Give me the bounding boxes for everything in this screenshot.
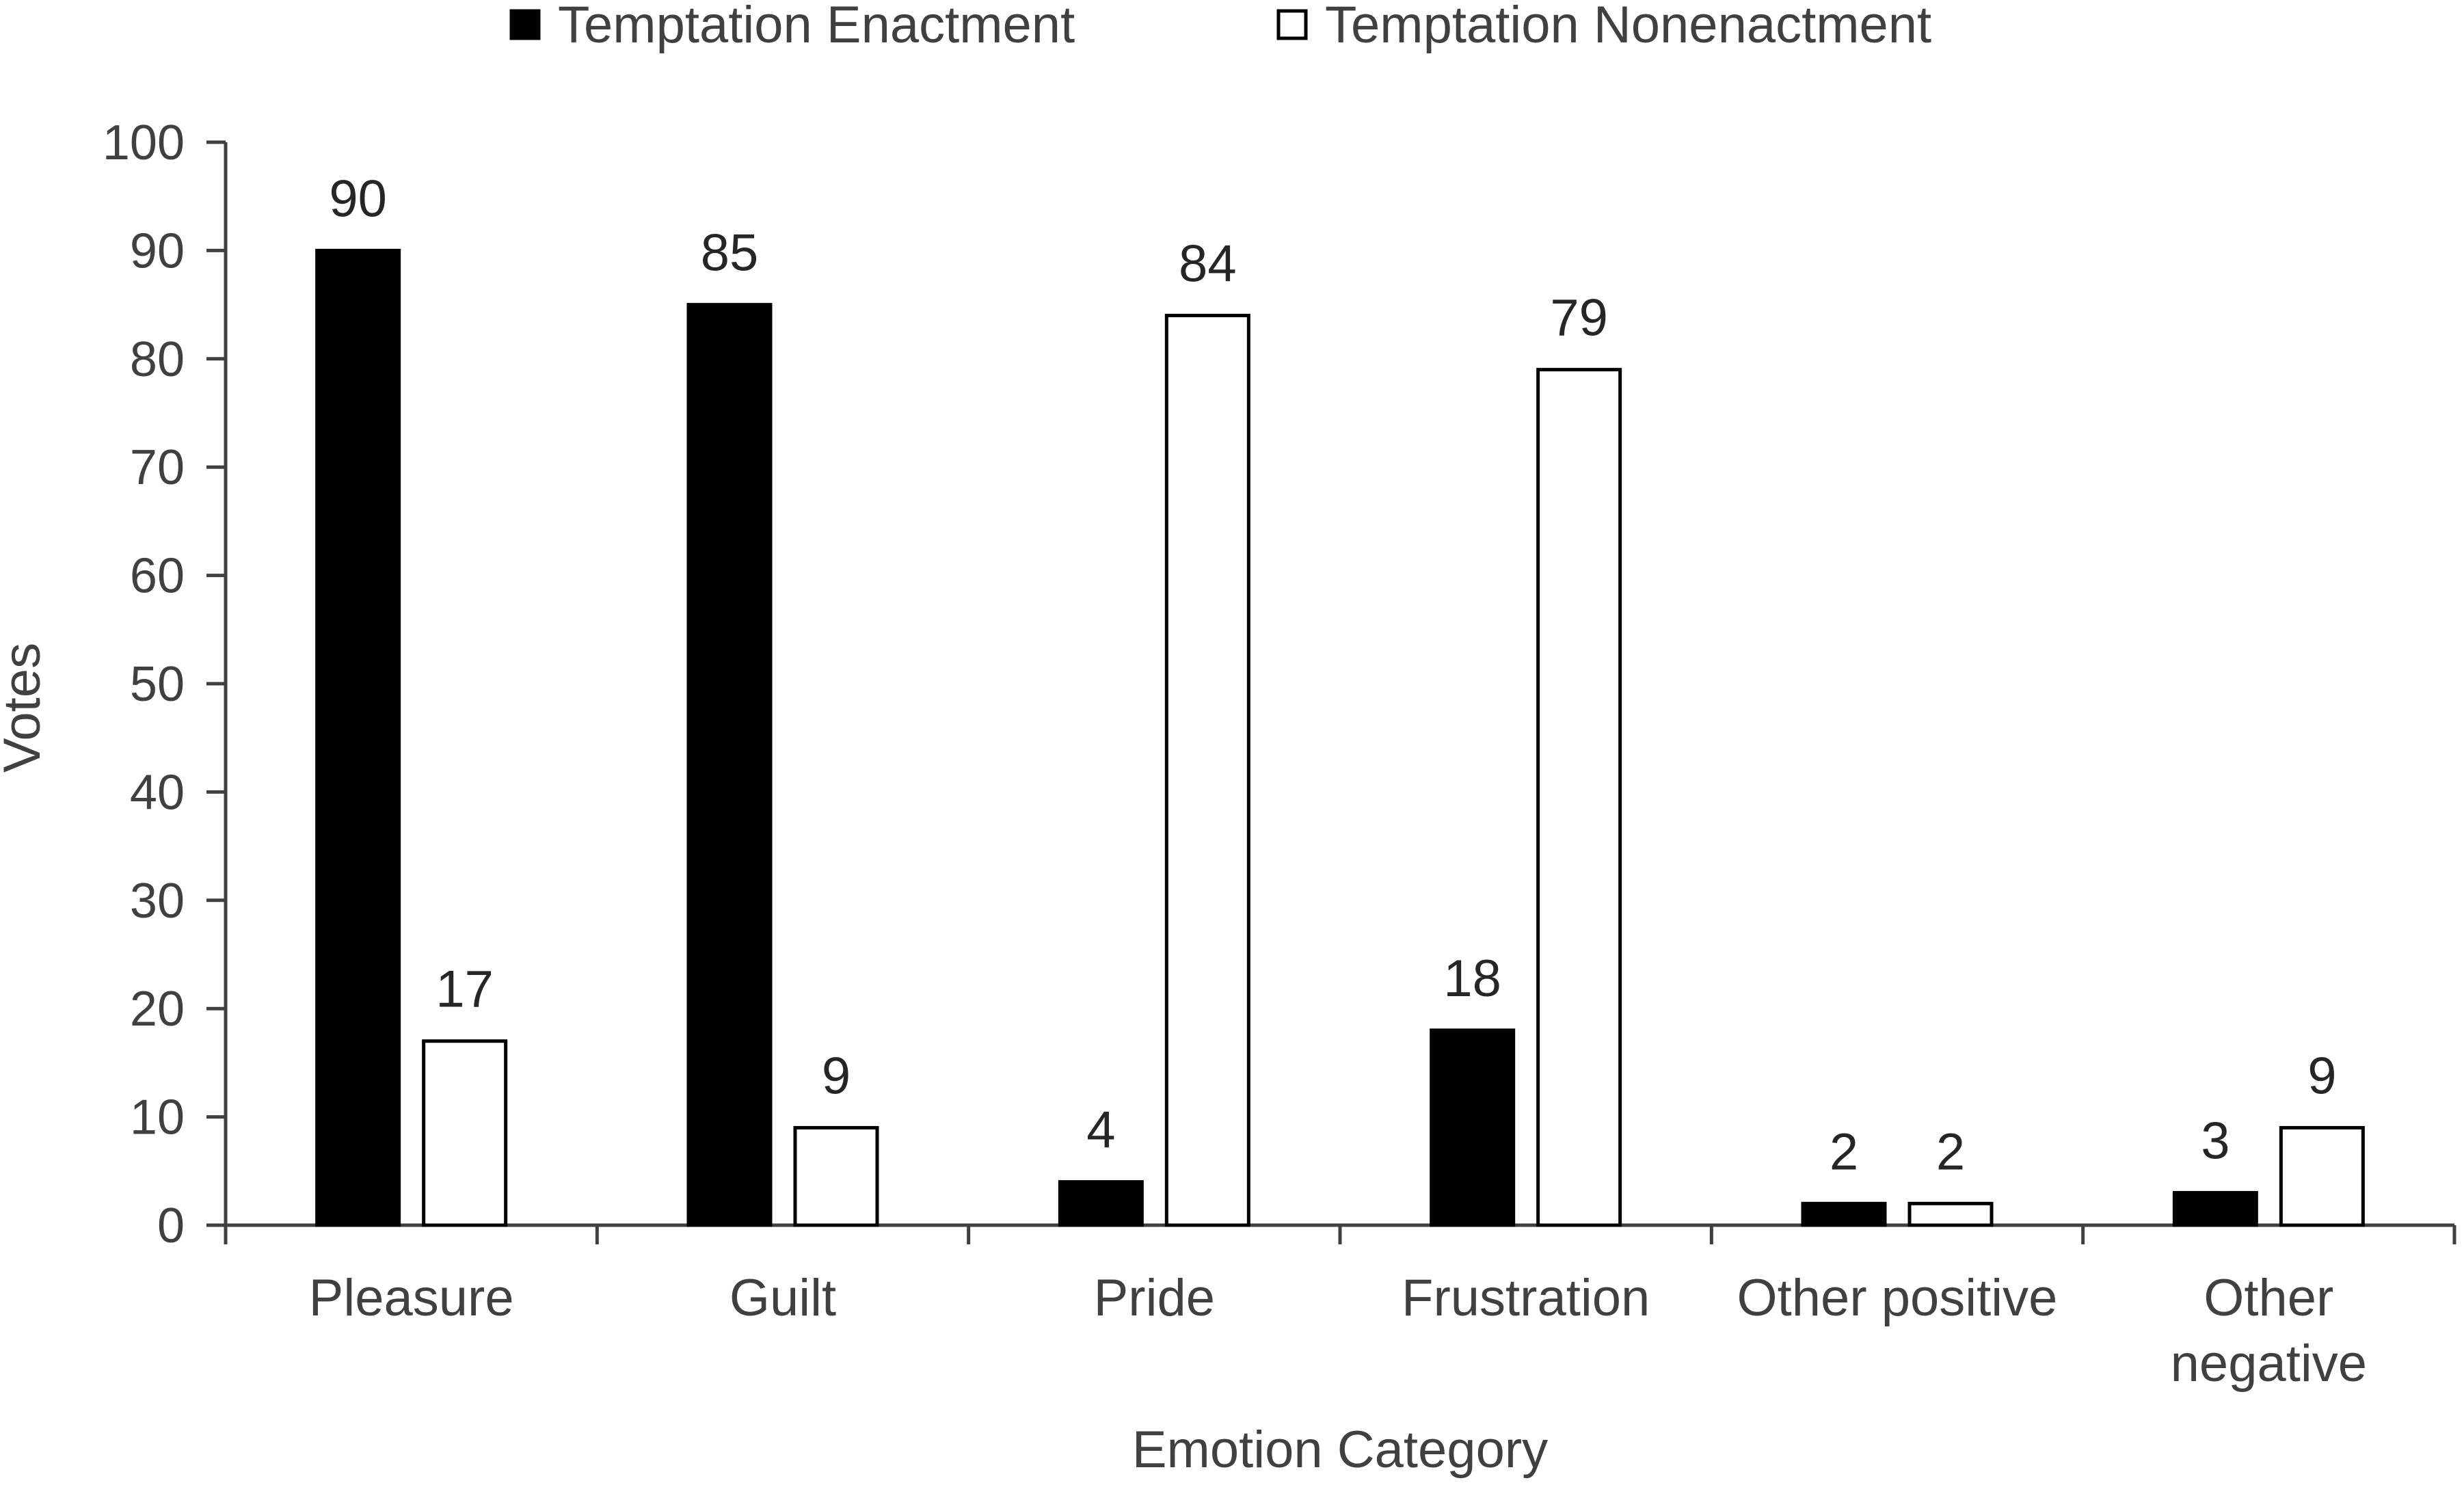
data-label: 9 (2307, 1047, 2336, 1105)
bar-nonenactment (422, 1039, 508, 1227)
bar-enactment (2172, 1190, 2258, 1227)
bar-enactment (1430, 1028, 1516, 1227)
data-label: 85 (701, 224, 759, 282)
y-tick-label: 60 (130, 549, 185, 604)
x-tick-label: Guilt (729, 1269, 836, 1327)
data-label: 79 (1550, 289, 1608, 347)
y-axis: 0 10 20 30 40 50 60 70 80 90 100 (103, 116, 228, 1253)
bar-nonenactment (1536, 368, 1622, 1227)
bar-nonenactment (2279, 1125, 2365, 1227)
y-tick-label: 0 (157, 1199, 185, 1253)
x-tick-label: Other (2204, 1269, 2333, 1327)
x-tick-label: Frustration (1402, 1269, 1650, 1327)
x-tick-label: Pride (1094, 1269, 1215, 1327)
data-label: 9 (822, 1047, 851, 1105)
data-label: 84 (1179, 235, 1237, 293)
bar-nonenactment (1164, 313, 1250, 1227)
x-tick-label: Pleasure (309, 1269, 514, 1327)
y-tick-label: 50 (130, 657, 185, 712)
y-tick-label: 90 (130, 224, 185, 278)
y-tick-label: 30 (130, 874, 185, 928)
y-tick-label: 80 (130, 332, 185, 387)
x-axis: Pleasure Guilt Pride Frustration Other posit… (224, 1223, 2456, 1393)
x-tick-label: negative (2171, 1335, 2367, 1393)
legend-swatch (509, 9, 541, 40)
data-label: 2 (1936, 1123, 1965, 1181)
data-labels: 90 17 85 9 4 84 18 79 2 2 3 9 (329, 170, 2336, 1181)
data-label: 2 (1830, 1123, 1858, 1181)
y-tick-label: 40 (130, 765, 185, 820)
data-label: 3 (2201, 1112, 2229, 1170)
x-axis-title: Emotion Category (1132, 1421, 1548, 1479)
y-tick-label: 70 (130, 440, 185, 495)
y-tick-label: 20 (130, 982, 185, 1036)
bar-enactment (1058, 1180, 1144, 1227)
bar-nonenactment (1907, 1201, 1994, 1227)
bar-enactment (315, 248, 401, 1227)
data-label: 4 (1086, 1101, 1115, 1160)
data-label: 17 (436, 961, 494, 1019)
bar-enactment (686, 303, 773, 1227)
y-tick-label: 100 (103, 116, 185, 170)
y-tick-label: 10 (130, 1091, 185, 1145)
bars (315, 248, 2365, 1227)
x-tick-label: Other positive (1737, 1269, 2058, 1327)
legend: Temptation Enactment Temptation Nonenactm… (509, 0, 1931, 54)
data-label: 90 (329, 170, 387, 228)
legend-label: Temptation Enactment (558, 0, 1075, 54)
y-axis-title: Votes (0, 643, 51, 773)
bar-enactment (1801, 1201, 1887, 1227)
data-label: 18 (1443, 950, 1501, 1008)
legend-swatch (1276, 9, 1308, 40)
bar-nonenactment (793, 1125, 879, 1227)
legend-label: Temptation Nonenactment (1325, 0, 1931, 54)
